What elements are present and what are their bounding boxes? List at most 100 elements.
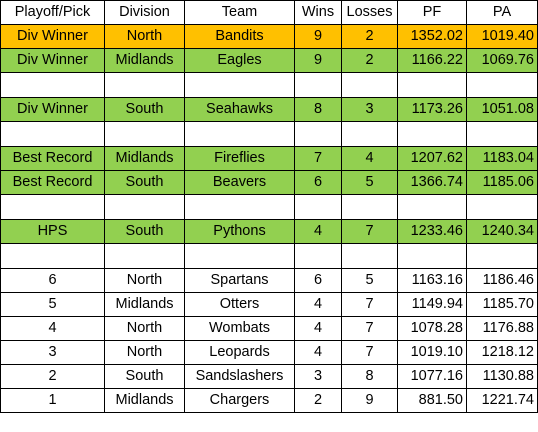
cell-losses: 2	[341, 48, 398, 73]
cell-division: South	[104, 219, 185, 244]
cell-wins: 9	[294, 48, 342, 73]
table-row: 5 Midlands Otters 4 7 1149.94 1185.70	[0, 292, 538, 317]
header-cell-pa: PA	[466, 0, 538, 25]
cell-pa: 1183.04	[466, 146, 538, 171]
cell-pa	[466, 194, 538, 220]
cell-pf: 1019.10	[397, 340, 467, 365]
cell-losses: 5	[341, 170, 398, 195]
table-row: 6 North Spartans 6 5 1163.16 1186.46	[0, 268, 538, 293]
spacer-row	[0, 243, 538, 269]
header-cell-playoff-pick: Playoff/Pick	[0, 0, 105, 25]
cell-division: Midlands	[104, 146, 185, 171]
cell-pa	[466, 121, 538, 147]
cell-wins: 3	[294, 364, 342, 389]
table-row: Best Record South Beavers 6 5 1366.74 1185.06	[0, 170, 538, 195]
cell-wins: 4	[294, 316, 342, 341]
cell-losses	[341, 194, 398, 220]
table-row: 3 North Leopards 4 7 1019.10 1218.12	[0, 340, 538, 365]
cell-wins	[294, 121, 342, 147]
cell-wins	[294, 194, 342, 220]
cell-pa: 1240.34	[466, 219, 538, 244]
cell-playoff-pick: HPS	[0, 219, 105, 244]
cell-wins: 4	[294, 340, 342, 365]
cell-division: North	[104, 340, 185, 365]
cell-team: Beavers	[184, 170, 295, 195]
cell-losses: 3	[341, 97, 398, 122]
cell-wins: 4	[294, 219, 342, 244]
header-cell-team: Team	[184, 0, 295, 25]
spacer-row	[0, 72, 538, 98]
cell-losses: 9	[341, 388, 398, 413]
cell-pa: 1185.06	[466, 170, 538, 195]
cell-team: Sandslashers	[184, 364, 295, 389]
cell-playoff-pick	[0, 121, 105, 147]
cell-wins: 6	[294, 170, 342, 195]
cell-pf: 1352.02	[397, 24, 467, 49]
cell-losses: 2	[341, 24, 398, 49]
cell-team	[184, 121, 295, 147]
cell-playoff-pick: Best Record	[0, 146, 105, 171]
cell-pf: 1078.28	[397, 316, 467, 341]
cell-pf: 1366.74	[397, 170, 467, 195]
header-cell-losses: Losses	[341, 0, 398, 25]
table-row: Div Winner North Bandits 9 2 1352.02 1019.40	[0, 24, 538, 49]
cell-pf: 1166.22	[397, 48, 467, 73]
cell-team: Leopards	[184, 340, 295, 365]
cell-playoff-pick: Div Winner	[0, 48, 105, 73]
cell-losses	[341, 243, 398, 269]
cell-playoff-pick: 6	[0, 268, 105, 293]
cell-pf	[397, 72, 467, 98]
cell-team	[184, 243, 295, 269]
cell-wins: 7	[294, 146, 342, 171]
table-row: Div Winner South Seahawks 8 3 1173.26 1051.08	[0, 97, 538, 122]
cell-team: Eagles	[184, 48, 295, 73]
cell-team	[184, 72, 295, 98]
cell-division: Midlands	[104, 292, 185, 317]
cell-pa: 1176.88	[466, 316, 538, 341]
cell-playoff-pick: 4	[0, 316, 105, 341]
cell-team: Chargers	[184, 388, 295, 413]
header-row: Playoff/Pick Division Team Wins Losses P…	[0, 0, 538, 25]
cell-wins	[294, 243, 342, 269]
cell-wins: 8	[294, 97, 342, 122]
cell-playoff-pick	[0, 72, 105, 98]
cell-pa: 1069.76	[466, 48, 538, 73]
header-cell-division: Division	[104, 0, 185, 25]
cell-playoff-pick: 2	[0, 364, 105, 389]
table-row: Div Winner Midlands Eagles 9 2 1166.22 1069.76	[0, 48, 538, 73]
cell-division: North	[104, 268, 185, 293]
cell-pf: 1077.16	[397, 364, 467, 389]
cell-playoff-pick: 1	[0, 388, 105, 413]
cell-division: Midlands	[104, 388, 185, 413]
cell-losses: 7	[341, 292, 398, 317]
cell-losses: 4	[341, 146, 398, 171]
cell-pf: 1233.46	[397, 219, 467, 244]
cell-pa: 1185.70	[466, 292, 538, 317]
cell-division: North	[104, 24, 185, 49]
table-row: 2 South Sandslashers 3 8 1077.16 1130.88	[0, 364, 538, 389]
spacer-row	[0, 121, 538, 147]
cell-playoff-pick	[0, 194, 105, 220]
table-row: 4 North Wombats 4 7 1078.28 1176.88	[0, 316, 538, 341]
cell-team: Otters	[184, 292, 295, 317]
cell-losses: 8	[341, 364, 398, 389]
header-cell-wins: Wins	[294, 0, 342, 25]
cell-pf	[397, 194, 467, 220]
cell-pf	[397, 243, 467, 269]
spacer-row	[0, 194, 538, 220]
cell-team: Fireflies	[184, 146, 295, 171]
cell-pa: 1186.46	[466, 268, 538, 293]
table-row: Best Record Midlands Fireflies 7 4 1207.62 118…	[0, 146, 538, 171]
cell-pa	[466, 72, 538, 98]
cell-playoff-pick: Div Winner	[0, 97, 105, 122]
table-body: Div Winner North Bandits 9 2 1352.02 1019.40 Di…	[0, 24, 538, 413]
cell-division: South	[104, 170, 185, 195]
cell-division: North	[104, 316, 185, 341]
cell-division: Midlands	[104, 48, 185, 73]
cell-playoff-pick: Div Winner	[0, 24, 105, 49]
cell-pf	[397, 121, 467, 147]
table-row: 1 Midlands Chargers 2 9 881.50 1221.74	[0, 388, 538, 413]
cell-losses	[341, 121, 398, 147]
cell-losses: 7	[341, 316, 398, 341]
cell-division	[104, 121, 185, 147]
